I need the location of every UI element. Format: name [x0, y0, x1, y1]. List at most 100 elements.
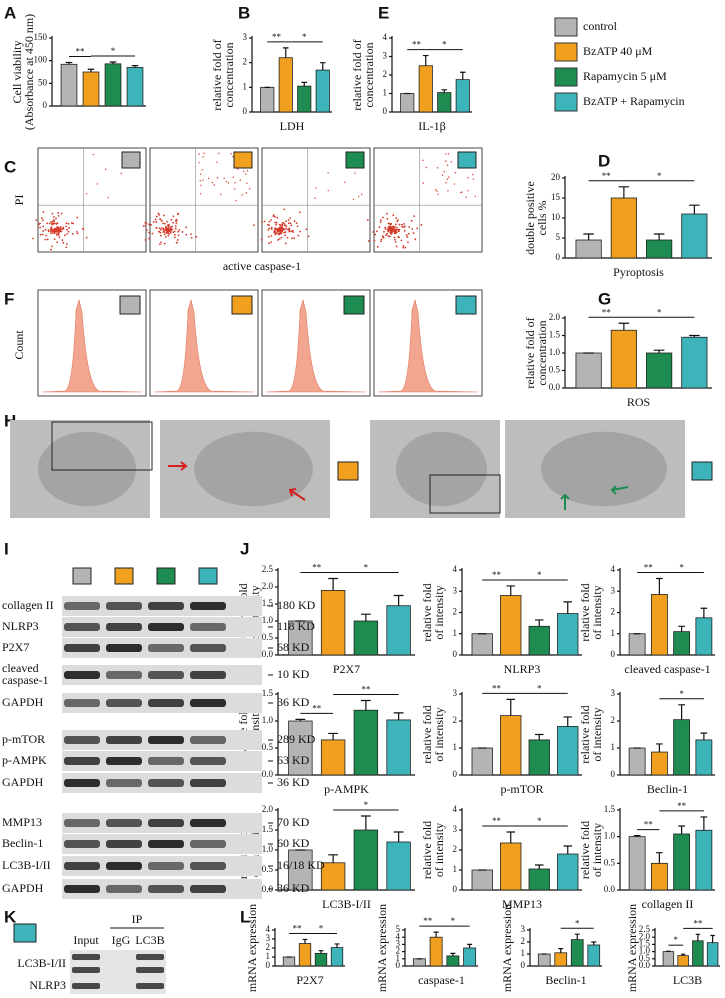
- panel-letter: C: [4, 157, 16, 176]
- flow-dot: [173, 233, 176, 236]
- flow-dot: [63, 234, 66, 237]
- significance-label: *: [537, 683, 542, 693]
- flow-dot: [248, 188, 251, 190]
- y-tick-label: 1: [453, 628, 458, 638]
- error-bar: [467, 943, 473, 948]
- bar: [537, 953, 551, 967]
- flow-dot: [234, 188, 236, 190]
- protein-label: cleaved: [2, 661, 39, 675]
- flow-dot: [65, 222, 68, 225]
- blot-band: [148, 840, 184, 848]
- flow-dot: [172, 221, 175, 224]
- flow-dot: [171, 225, 174, 228]
- error-bar: [506, 831, 516, 843]
- flow-dot: [299, 230, 301, 233]
- error-bar: [710, 934, 715, 943]
- error-bar: [506, 698, 516, 716]
- flow-dot: [393, 226, 396, 228]
- x-axis-label: P2X7: [333, 662, 360, 676]
- blot-band: [64, 862, 100, 870]
- y-tick-label: 0.0: [549, 382, 561, 392]
- y-tick-label: 2: [243, 57, 248, 67]
- significance-label: *: [679, 563, 684, 573]
- error-bar: [441, 89, 448, 93]
- flow-dot: [327, 172, 329, 174]
- error-bar: [678, 825, 685, 834]
- flow-dot: [289, 217, 292, 219]
- significance-label: **: [412, 40, 422, 50]
- blot-band: [190, 779, 226, 787]
- flow-dot: [436, 167, 439, 169]
- flow-dot: [57, 215, 60, 217]
- y-tick-label: 3: [243, 32, 248, 42]
- flow-dot: [263, 220, 266, 223]
- flow-dot: [66, 233, 68, 235]
- flow-dot: [373, 239, 376, 242]
- flow-dot: [169, 231, 172, 234]
- tem-inset: [429, 474, 501, 514]
- size-label: 118 KD: [277, 619, 315, 633]
- legend-label: control: [583, 19, 618, 33]
- bar: [298, 943, 312, 967]
- flow-dot: [461, 191, 463, 193]
- x-axis-label: P2X7: [296, 973, 323, 987]
- flow-dot: [56, 226, 58, 229]
- y-tick-label: 1: [453, 864, 458, 874]
- blot-band: [72, 954, 100, 960]
- y-tick-label: 0.5: [639, 953, 651, 963]
- protein-label: collagen II: [2, 598, 54, 612]
- group-swatch: [198, 567, 218, 585]
- flow-dot: [401, 223, 403, 226]
- flow-dot: [50, 232, 52, 235]
- flow-dot: [150, 223, 152, 226]
- size-label: 63 KD: [277, 753, 310, 767]
- flow-dot: [174, 236, 176, 239]
- flow-dot: [57, 211, 60, 214]
- y-tick-label: 1: [383, 88, 388, 98]
- error-bar: [700, 816, 708, 831]
- significance-label: **: [492, 570, 502, 580]
- flow-dot: [168, 232, 170, 235]
- bar: [695, 739, 713, 776]
- flow-dot: [403, 229, 406, 232]
- y-tick-label: 1.5: [639, 938, 651, 948]
- flow-dot: [47, 229, 50, 232]
- flow-dot: [267, 229, 270, 231]
- significance-label: **: [272, 32, 282, 42]
- flow-dot: [50, 230, 52, 233]
- flow-dot: [441, 174, 444, 176]
- flow-dot: [62, 227, 65, 230]
- flow-dot: [237, 168, 239, 170]
- blot-band: [148, 757, 184, 765]
- blot-band: [106, 671, 142, 679]
- flow-dot: [354, 172, 356, 174]
- flow-dot: [394, 238, 396, 241]
- flow-dot: [352, 198, 355, 201]
- y-tick-label: 10: [551, 212, 561, 222]
- blot-band: [106, 840, 142, 848]
- arrow: [288, 488, 306, 501]
- y-axis-label: of intensity: [432, 707, 446, 761]
- blot-band: [136, 983, 164, 989]
- flow-dot: [152, 221, 155, 223]
- flow-dot: [53, 220, 56, 222]
- blot-band: [190, 623, 226, 631]
- flow-dot: [389, 230, 392, 233]
- error-bar: [633, 835, 641, 837]
- x-axis-label: ROS: [627, 395, 650, 409]
- y-tick-label: 1: [266, 951, 271, 961]
- flow-dot: [290, 230, 292, 233]
- flow-dot: [398, 229, 401, 231]
- flow-dot: [68, 226, 70, 229]
- flow-dot: [160, 241, 162, 244]
- y-tick-label: 3: [453, 585, 458, 595]
- bar: [650, 594, 668, 656]
- bar: [353, 709, 379, 776]
- group-swatch: [114, 567, 134, 585]
- flow-dot: [291, 229, 294, 232]
- flow-dot: [163, 231, 166, 233]
- flow-dot: [41, 219, 44, 222]
- panel-letter: E: [378, 3, 389, 22]
- flow-dot: [55, 234, 58, 236]
- flow-dot: [144, 238, 147, 241]
